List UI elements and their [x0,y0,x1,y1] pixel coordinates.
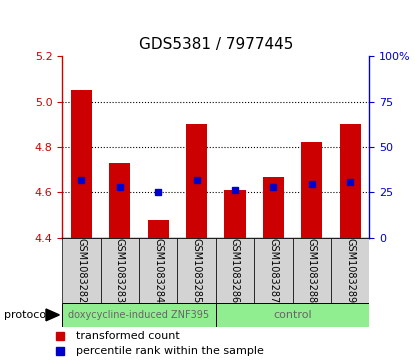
Bar [254,238,293,303]
Bar [186,124,207,238]
Text: doxycycline-induced ZNF395: doxycycline-induced ZNF395 [68,310,210,320]
Bar [263,176,284,238]
Text: percentile rank within the sample: percentile rank within the sample [76,346,264,356]
Text: GSM1083285: GSM1083285 [192,238,202,303]
Bar [62,238,101,303]
Bar [178,238,216,303]
Bar [331,238,369,303]
Bar [101,238,139,303]
Bar [293,238,331,303]
Text: protocol: protocol [4,310,49,320]
Bar [216,303,369,327]
Bar [301,142,322,238]
Bar [148,220,169,238]
Bar [216,238,254,303]
Text: GSM1083288: GSM1083288 [307,238,317,303]
Bar [71,90,92,238]
Text: GSM1083283: GSM1083283 [115,238,125,303]
Text: transformed count: transformed count [76,331,180,341]
Bar [62,303,216,327]
Bar [109,163,130,238]
Text: GSM1083286: GSM1083286 [230,238,240,303]
Bar [339,124,361,238]
Text: GSM1083284: GSM1083284 [153,238,163,303]
Title: GDS5381 / 7977445: GDS5381 / 7977445 [139,37,293,52]
Text: control: control [273,310,312,320]
Bar [225,190,246,238]
Polygon shape [46,309,59,321]
Text: GSM1083287: GSM1083287 [269,238,278,303]
Text: GSM1083282: GSM1083282 [76,238,86,303]
Text: GSM1083289: GSM1083289 [345,238,355,303]
Bar [139,238,178,303]
